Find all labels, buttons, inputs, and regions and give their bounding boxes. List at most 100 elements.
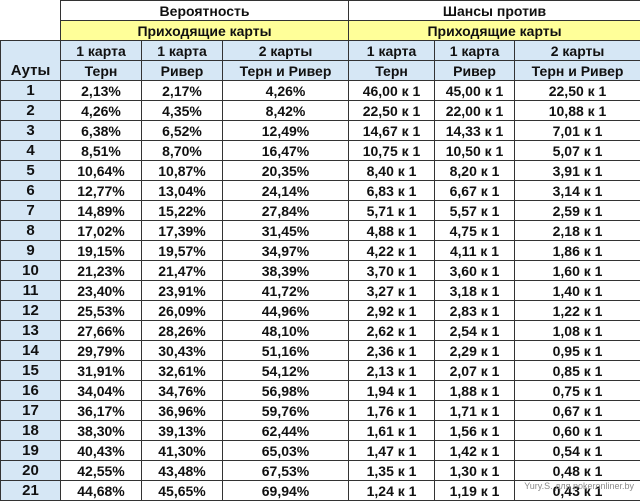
header-probability: Вероятность: [61, 1, 349, 21]
odds-turn-cell: 2,36 к 1: [349, 341, 435, 361]
header-one-card: 1 карта: [61, 41, 142, 61]
probability-turn-river-cell: 27,84%: [223, 201, 349, 221]
odds-turn-river-cell: 0,54 к 1: [515, 441, 640, 461]
header-odds-against: Шансы против: [349, 1, 640, 21]
odds-river-cell: 5,57 к 1: [435, 201, 515, 221]
outs-cell: 1: [1, 81, 61, 101]
corner-cell: [1, 1, 61, 21]
odds-river-cell: 1,88 к 1: [435, 381, 515, 401]
outs-cell: 16: [1, 381, 61, 401]
probability-river-cell: 4,35%: [142, 101, 223, 121]
probability-turn-river-cell: 12,49%: [223, 121, 349, 141]
odds-turn-cell: 10,75 к 1: [349, 141, 435, 161]
odds-turn-cell: 6,83 к 1: [349, 181, 435, 201]
odds-river-cell: 3,60 к 1: [435, 261, 515, 281]
odds-turn-river-cell: 2,18 к 1: [515, 221, 640, 241]
outs-cell: 3: [1, 121, 61, 141]
probability-turn-river-cell: 44,96%: [223, 301, 349, 321]
header-row-card-count: Ауты 1 карта 1 карта 2 карты 1 карта 1 к…: [1, 41, 640, 61]
corner-cell: [1, 21, 61, 41]
probability-turn-cell: 44,68%: [61, 481, 142, 501]
odds-river-cell: 2,07 к 1: [435, 361, 515, 381]
probability-turn-river-cell: 38,39%: [223, 261, 349, 281]
header-row-groups: Вероятность Шансы против: [1, 1, 640, 21]
header-row-incoming: Приходящие карты Приходящие карты: [1, 21, 640, 41]
probability-river-cell: 39,13%: [142, 421, 223, 441]
probability-turn-river-cell: 56,98%: [223, 381, 349, 401]
odds-turn-cell: 2,62 к 1: [349, 321, 435, 341]
odds-turn-cell: 1,24 к 1: [349, 481, 435, 501]
probability-river-cell: 21,47%: [142, 261, 223, 281]
probability-turn-river-cell: 54,12%: [223, 361, 349, 381]
odds-river-cell: 6,67 к 1: [435, 181, 515, 201]
probability-turn-river-cell: 67,53%: [223, 461, 349, 481]
odds-turn-river-cell: 0,60 к 1: [515, 421, 640, 441]
odds-turn-cell: 2,92 к 1: [349, 301, 435, 321]
odds-river-cell: 2,54 к 1: [435, 321, 515, 341]
odds-turn-cell: 3,27 к 1: [349, 281, 435, 301]
odds-turn-river-cell: 1,86 к 1: [515, 241, 640, 261]
probability-river-cell: 19,57%: [142, 241, 223, 261]
outs-cell: 14: [1, 341, 61, 361]
odds-turn-river-cell: 2,59 к 1: [515, 201, 640, 221]
odds-river-cell: 4,11 к 1: [435, 241, 515, 261]
outs-cell: 7: [1, 201, 61, 221]
probability-turn-cell: 2,13%: [61, 81, 142, 101]
probability-river-cell: 8,70%: [142, 141, 223, 161]
probability-turn-cell: 42,55%: [61, 461, 142, 481]
odds-turn-river-cell: 0,85 к 1: [515, 361, 640, 381]
probability-turn-cell: 31,91%: [61, 361, 142, 381]
probability-river-cell: 32,61%: [142, 361, 223, 381]
odds-river-cell: 2,83 к 1: [435, 301, 515, 321]
odds-turn-river-cell: 3,91 к 1: [515, 161, 640, 181]
probability-river-cell: 30,43%: [142, 341, 223, 361]
probability-river-cell: 28,26%: [142, 321, 223, 341]
header-one-card: 1 карта: [142, 41, 223, 61]
outs-cell: 17: [1, 401, 61, 421]
odds-turn-river-cell: 1,60 к 1: [515, 261, 640, 281]
outs-cell: 11: [1, 281, 61, 301]
probability-turn-cell: 21,23%: [61, 261, 142, 281]
odds-turn-river-cell: 1,22 к 1: [515, 301, 640, 321]
probability-turn-cell: 8,51%: [61, 141, 142, 161]
probability-river-cell: 45,65%: [142, 481, 223, 501]
outs-cell: 8: [1, 221, 61, 241]
outs-cell: 6: [1, 181, 61, 201]
odds-turn-river-cell: 5,07 к 1: [515, 141, 640, 161]
probability-turn-cell: 27,66%: [61, 321, 142, 341]
odds-turn-river-cell: 10,88 к 1: [515, 101, 640, 121]
odds-turn-cell: 1,76 к 1: [349, 401, 435, 421]
odds-turn-river-cell: 0,75 к 1: [515, 381, 640, 401]
header-turn-and-river: Терн и Ривер: [515, 61, 640, 81]
probability-river-cell: 26,09%: [142, 301, 223, 321]
odds-turn-cell: 46,00 к 1: [349, 81, 435, 101]
probability-turn-river-cell: 8,42%: [223, 101, 349, 121]
odds-turn-river-cell: 1,40 к 1: [515, 281, 640, 301]
odds-turn-cell: 1,47 к 1: [349, 441, 435, 461]
probability-turn-river-cell: 48,10%: [223, 321, 349, 341]
header-turn: Терн: [349, 61, 435, 81]
odds-turn-river-cell: 1,08 к 1: [515, 321, 640, 341]
outs-cell: 21: [1, 481, 61, 501]
odds-river-cell: 1,19 к 1: [435, 481, 515, 501]
probability-turn-cell: 36,17%: [61, 401, 142, 421]
header-river: Ривер: [435, 61, 515, 81]
probability-turn-river-cell: 59,76%: [223, 401, 349, 421]
header-incoming-cards-odds: Приходящие карты: [349, 21, 640, 41]
odds-turn-cell: 1,94 к 1: [349, 381, 435, 401]
outs-cell: 5: [1, 161, 61, 181]
odds-river-cell: 1,30 к 1: [435, 461, 515, 481]
odds-turn-cell: 2,13 к 1: [349, 361, 435, 381]
odds-turn-cell: 22,50 к 1: [349, 101, 435, 121]
probability-river-cell: 15,22%: [142, 201, 223, 221]
outs-cell: 19: [1, 441, 61, 461]
